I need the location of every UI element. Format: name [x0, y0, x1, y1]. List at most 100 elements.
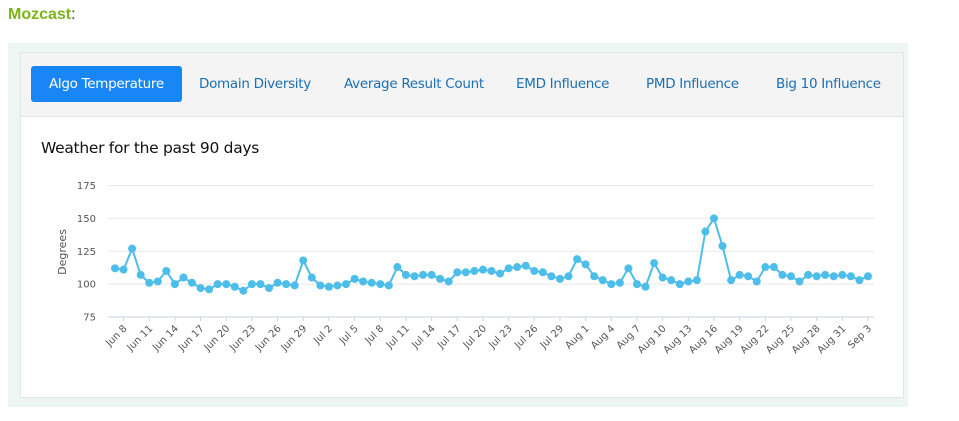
- data-point[interactable]: Jul 18: 109: [461, 268, 470, 277]
- data-point[interactable]: Jul 19: 110: [470, 266, 479, 275]
- data-point[interactable]: Jun 21: 98: [230, 282, 239, 291]
- data-point[interactable]: Aug 23: 113: [769, 263, 778, 272]
- data-point[interactable]: Jul 27: 109: [538, 268, 547, 277]
- data-point[interactable]: Aug 20: 106: [744, 272, 753, 281]
- data-point[interactable]: Aug 17: 129: [718, 241, 727, 250]
- tab-pmd-influence[interactable]: PMD Influence: [646, 76, 739, 92]
- tab-emd-influence[interactable]: EMD Influence: [516, 76, 610, 92]
- data-point[interactable]: Jul 1: 99: [316, 281, 325, 290]
- data-point[interactable]: Sep 3: 106: [864, 272, 872, 281]
- data-point[interactable]: Aug 3: 103: [598, 276, 607, 285]
- data-point[interactable]: Jul 8: 100: [376, 280, 385, 289]
- data-point[interactable]: Aug 27: 107: [804, 270, 813, 279]
- data-point[interactable]: Jun 10: 107: [136, 270, 145, 279]
- data-point[interactable]: Jun 15: 105: [179, 273, 188, 282]
- data-point[interactable]: Aug 24: 107: [778, 270, 787, 279]
- data-point[interactable]: Jun 24: 100: [256, 280, 265, 289]
- data-point[interactable]: Aug 8: 98: [641, 282, 650, 291]
- data-point[interactable]: Jun 17: 97: [196, 284, 205, 293]
- data-point[interactable]: Jul 7: 101: [367, 278, 376, 287]
- data-point[interactable]: Jul 14: 107: [427, 270, 436, 279]
- y-tick-label: 100: [77, 280, 96, 291]
- tab-algo-temperature[interactable]: Algo Temperature: [31, 66, 182, 102]
- data-point[interactable]: Jul 25: 114: [521, 261, 530, 270]
- data-point[interactable]: Sep 1: 106: [846, 272, 855, 281]
- data-point[interactable]: Jul 13: 107: [419, 270, 428, 279]
- data-point[interactable]: Aug 1: 115: [581, 260, 590, 269]
- data-point[interactable]: Sep 2: 103: [855, 276, 864, 285]
- data-point[interactable]: Aug 30: 106: [829, 272, 838, 281]
- y-tick-label: 125: [77, 247, 96, 258]
- data-point[interactable]: Aug 26: 102: [795, 277, 804, 286]
- data-point[interactable]: Aug 28: 106: [812, 272, 821, 281]
- data-point[interactable]: Jul 31: 119: [573, 255, 582, 264]
- data-point[interactable]: Jul 24: 113: [513, 263, 522, 272]
- data-point[interactable]: Aug 6: 112: [624, 264, 633, 273]
- data-point[interactable]: Aug 29: 107: [821, 270, 830, 279]
- data-point[interactable]: Jul 9: 99: [384, 281, 393, 290]
- data-point[interactable]: Jun 29: 118: [299, 256, 308, 265]
- data-point[interactable]: Jul 20: 111: [478, 265, 487, 274]
- data-point[interactable]: Jul 17: 109: [453, 268, 462, 277]
- data-point[interactable]: Jun 19: 100: [213, 280, 222, 289]
- data-point[interactable]: Aug 22: 113: [761, 263, 770, 272]
- data-point[interactable]: Jun 13: 110: [162, 266, 171, 275]
- data-point[interactable]: Aug 10: 105: [658, 273, 667, 282]
- data-point[interactable]: Aug 5: 101: [615, 278, 624, 287]
- data-point[interactable]: Jun 26: 101: [273, 278, 282, 287]
- data-point[interactable]: Aug 11: 103: [667, 276, 676, 285]
- x-tick-label: Jul 26: [512, 323, 540, 351]
- data-point[interactable]: Jul 30: 106: [564, 272, 573, 281]
- data-point[interactable]: Jul 29: 104: [555, 274, 564, 283]
- data-point[interactable]: Jul 6: 102: [359, 277, 368, 286]
- data-point[interactable]: Aug 9: 116: [650, 259, 659, 268]
- data-point[interactable]: Jul 10: 113: [393, 263, 402, 272]
- data-point[interactable]: Jun 8: 111: [119, 265, 128, 274]
- data-point[interactable]: Jun 28: 99: [290, 281, 299, 290]
- data-point[interactable]: Aug 25: 106: [786, 272, 795, 281]
- data-point[interactable]: Aug 31: 107: [838, 270, 847, 279]
- data-point[interactable]: Jun 9: 127: [128, 244, 137, 253]
- data-point[interactable]: Jun 18: 96: [205, 285, 214, 294]
- data-point[interactable]: Aug 18: 103: [727, 276, 736, 285]
- data-point[interactable]: Jul 21: 110: [487, 266, 496, 275]
- data-point[interactable]: Jul 2: 98: [324, 282, 333, 291]
- data-point[interactable]: Aug 19: 107: [735, 270, 744, 279]
- data-point[interactable]: Aug 15: 140: [701, 227, 710, 236]
- data-point[interactable]: Jul 15: 104: [436, 274, 445, 283]
- data-point[interactable]: Jun 14: 100: [170, 280, 179, 289]
- data-point[interactable]: Jul 5: 104: [350, 274, 359, 283]
- data-point[interactable]: Aug 13: 102: [684, 277, 693, 286]
- tab-average-result-count[interactable]: Average Result Count: [344, 76, 484, 92]
- data-point[interactable]: Aug 4: 100: [607, 280, 616, 289]
- data-point[interactable]: Jun 23: 100: [247, 280, 256, 289]
- data-point[interactable]: Aug 14: 103: [692, 276, 701, 285]
- tab-domain-diversity[interactable]: Domain Diversity: [199, 76, 311, 92]
- data-point[interactable]: Jul 12: 106: [410, 272, 419, 281]
- data-point[interactable]: Jun 7: 112: [111, 264, 119, 273]
- data-point[interactable]: Aug 2: 106: [590, 272, 599, 281]
- data-point[interactable]: Jul 16: 102: [444, 277, 453, 286]
- tab-big-10-influence[interactable]: Big 10 Influence: [776, 76, 881, 92]
- data-point[interactable]: Jul 4: 100: [342, 280, 351, 289]
- data-point[interactable]: Jul 28: 106: [547, 272, 556, 281]
- data-point[interactable]: Jun 11: 101: [145, 278, 154, 287]
- data-point[interactable]: Jul 23: 112: [504, 264, 513, 273]
- x-tick-label: Jul 17: [435, 323, 463, 351]
- data-point[interactable]: Jun 25: 97: [265, 284, 274, 293]
- data-point[interactable]: Jul 3: 99: [333, 281, 342, 290]
- data-point[interactable]: Aug 21: 102: [752, 277, 761, 286]
- data-point[interactable]: Jul 11: 107: [401, 270, 410, 279]
- data-point[interactable]: Jun 30: 105: [307, 273, 316, 282]
- data-point[interactable]: Jun 22: 95: [239, 286, 248, 295]
- data-point[interactable]: Aug 16: 150: [709, 214, 718, 223]
- data-point[interactable]: Jun 27: 100: [282, 280, 291, 289]
- data-point[interactable]: Jun 16: 101: [188, 278, 197, 287]
- data-point[interactable]: Aug 7: 100: [632, 280, 641, 289]
- data-point[interactable]: Jul 26: 110: [530, 266, 539, 275]
- data-point[interactable]: Jun 20: 100: [222, 280, 231, 289]
- data-point[interactable]: Jul 22: 108: [496, 269, 505, 278]
- data-point[interactable]: Aug 12: 100: [675, 280, 684, 289]
- data-point[interactable]: Jun 12: 102: [153, 277, 162, 286]
